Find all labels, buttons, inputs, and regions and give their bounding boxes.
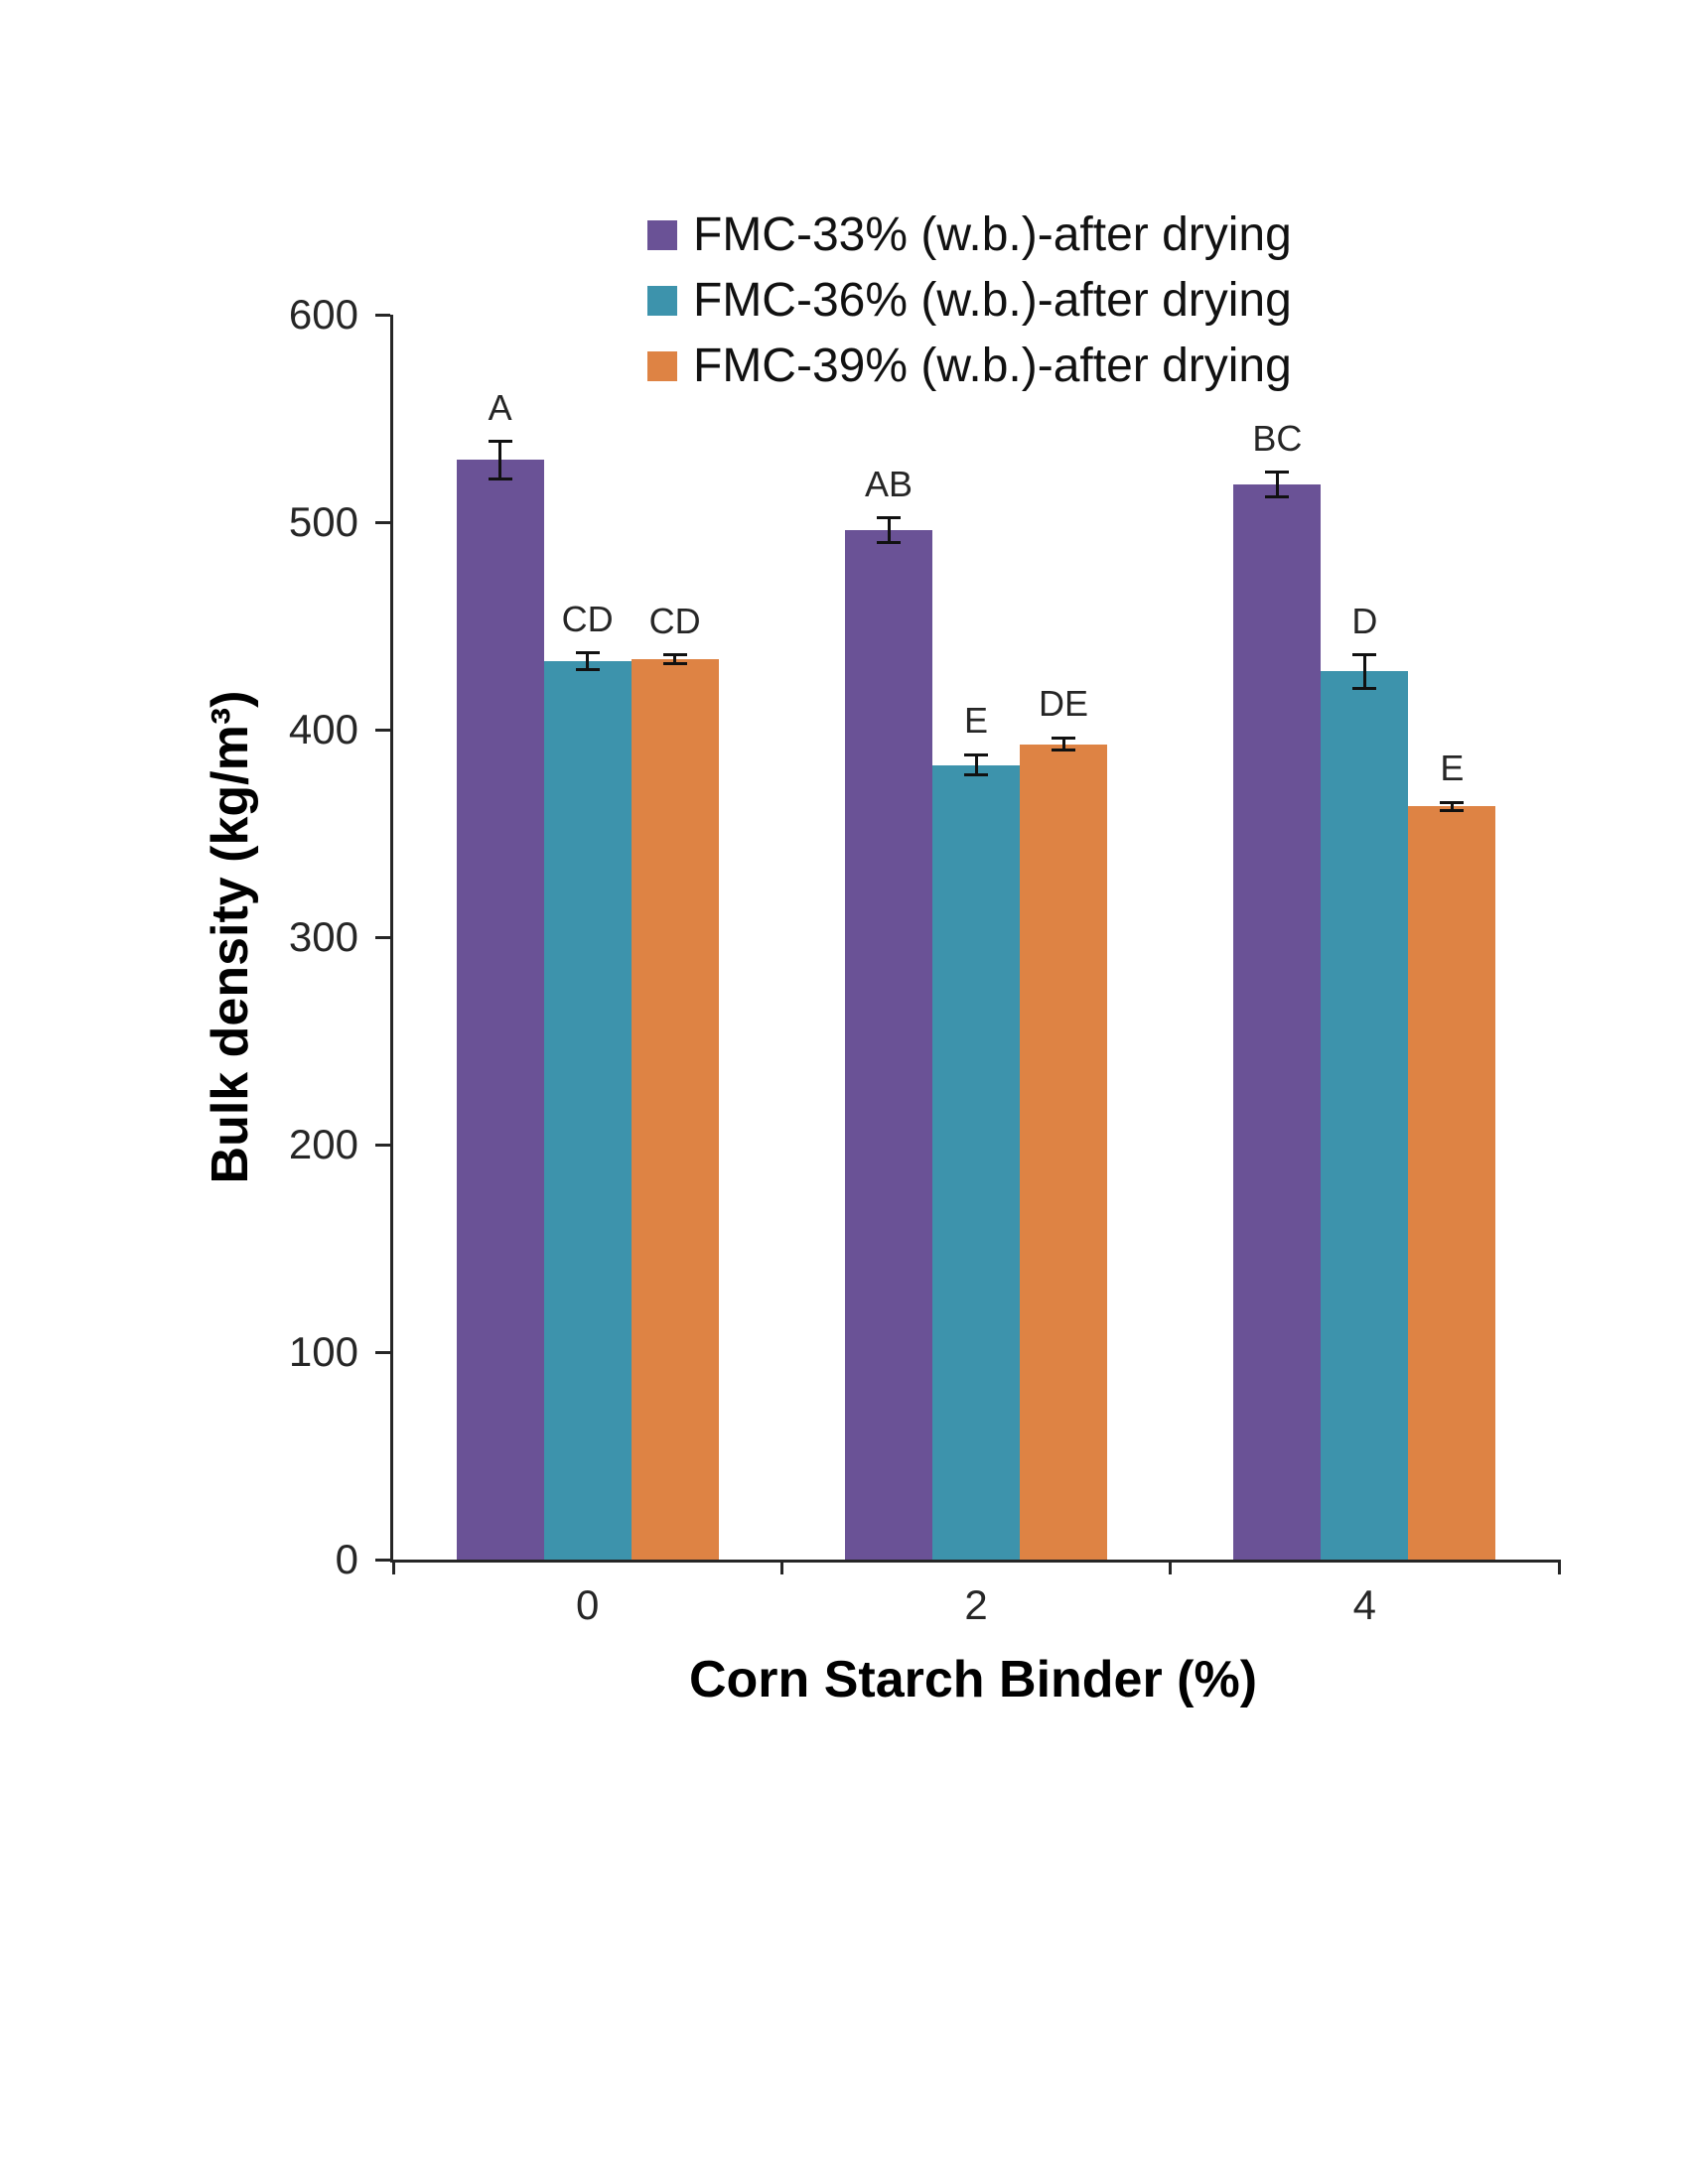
error-bar-cap xyxy=(1440,800,1465,804)
y-axis-tick xyxy=(375,1143,390,1147)
error-bar-cap xyxy=(575,651,600,655)
legend: FMC-33% (w.b.)-after drying FMC-36% (w.b.… xyxy=(647,206,1292,395)
error-bar-cap xyxy=(1052,736,1075,740)
bar-series3-cat2 xyxy=(1020,744,1107,1560)
bar-series1-cat2 xyxy=(845,530,932,1560)
x-axis-tick xyxy=(1557,1560,1561,1574)
significance-label: BC xyxy=(1252,417,1303,459)
legend-item: FMC-36% (w.b.)-after drying xyxy=(647,272,1292,330)
error-bar xyxy=(1362,654,1366,689)
y-axis-tick xyxy=(375,520,390,524)
bar-series2-cat0 xyxy=(543,661,632,1560)
y-axis-tick xyxy=(375,935,390,939)
x-axis-tick xyxy=(391,1560,395,1574)
legend-swatch-series1 xyxy=(647,220,677,250)
y-tick-label: 0 xyxy=(335,1536,358,1582)
bar-series3-cat0 xyxy=(631,658,719,1560)
bar-series1-cat4 xyxy=(1233,484,1322,1560)
legend-label: FMC-36% (w.b.)-after drying xyxy=(693,274,1292,327)
significance-label: CD xyxy=(561,598,614,639)
error-bar-cap xyxy=(662,653,687,657)
error-bar-cap xyxy=(964,752,988,756)
y-tick-label: 400 xyxy=(288,706,358,752)
significance-label: E xyxy=(1440,748,1465,789)
significance-label: D xyxy=(1351,600,1378,641)
error-bar xyxy=(498,441,502,479)
error-bar-cap xyxy=(877,541,901,545)
error-bar-cap xyxy=(964,773,988,777)
error-bar xyxy=(586,652,590,670)
error-bar-cap xyxy=(1352,653,1377,657)
significance-label: AB xyxy=(864,463,914,504)
x-axis-tick xyxy=(779,1560,783,1574)
y-tick-label: 200 xyxy=(288,1121,358,1167)
y-axis-tick xyxy=(375,1350,390,1354)
y-axis-tick xyxy=(375,728,390,732)
y-tick-label: 100 xyxy=(288,1328,358,1375)
x-category-label: 2 xyxy=(964,1581,988,1628)
legend-swatch-series2 xyxy=(647,286,677,316)
bar-series2-cat4 xyxy=(1321,671,1409,1560)
error-bar-cap xyxy=(575,667,600,671)
y-tick-label: 600 xyxy=(288,291,358,338)
bar-series1-cat0 xyxy=(456,460,544,1560)
error-bar xyxy=(974,754,978,775)
x-category-label: 0 xyxy=(575,1581,600,1628)
plot-area: 0 100 200 300 400 500 600 0 2 4 A AB BC CD E D CD DE E xyxy=(289,291,1561,1628)
error-bar-cap xyxy=(1265,495,1290,499)
x-category-label: 4 xyxy=(1352,1581,1376,1628)
error-bar-cap xyxy=(877,516,901,520)
legend-item: FMC-39% (w.b.)-after drying xyxy=(647,338,1292,395)
error-bar xyxy=(1275,472,1279,497)
error-bar-cap xyxy=(1352,686,1377,690)
x-axis-tick xyxy=(1169,1560,1173,1574)
y-tick-label: 500 xyxy=(288,498,358,545)
legend-item: FMC-33% (w.b.)-after drying xyxy=(647,206,1292,264)
error-bar-cap xyxy=(488,477,512,480)
significance-label: A xyxy=(488,386,512,428)
error-bar-cap xyxy=(662,661,687,665)
y-tick-label: 300 xyxy=(288,913,358,960)
error-bar xyxy=(1061,738,1065,751)
bar-series2-cat2 xyxy=(932,764,1020,1560)
significance-label: DE xyxy=(1038,683,1088,725)
significance-label: CD xyxy=(648,600,701,641)
legend-swatch-series3 xyxy=(647,351,677,381)
error-bar-cap xyxy=(1052,749,1075,752)
significance-label: E xyxy=(963,700,988,742)
error-bar xyxy=(1450,802,1454,811)
error-bar-cap xyxy=(1440,809,1465,813)
bar-series3-cat4 xyxy=(1408,806,1496,1560)
x-axis-title: Corn Starch Binder (%) xyxy=(688,1651,1258,1708)
error-bar xyxy=(887,517,891,543)
error-bar-cap xyxy=(488,440,512,443)
y-axis-tick xyxy=(375,313,390,317)
y-axis-tick xyxy=(375,1558,390,1562)
error-bar xyxy=(673,654,677,664)
legend-label: FMC-33% (w.b.)-after drying xyxy=(693,208,1292,261)
error-bar-cap xyxy=(1265,471,1290,475)
legend-label: FMC-39% (w.b.)-after drying xyxy=(693,340,1292,392)
